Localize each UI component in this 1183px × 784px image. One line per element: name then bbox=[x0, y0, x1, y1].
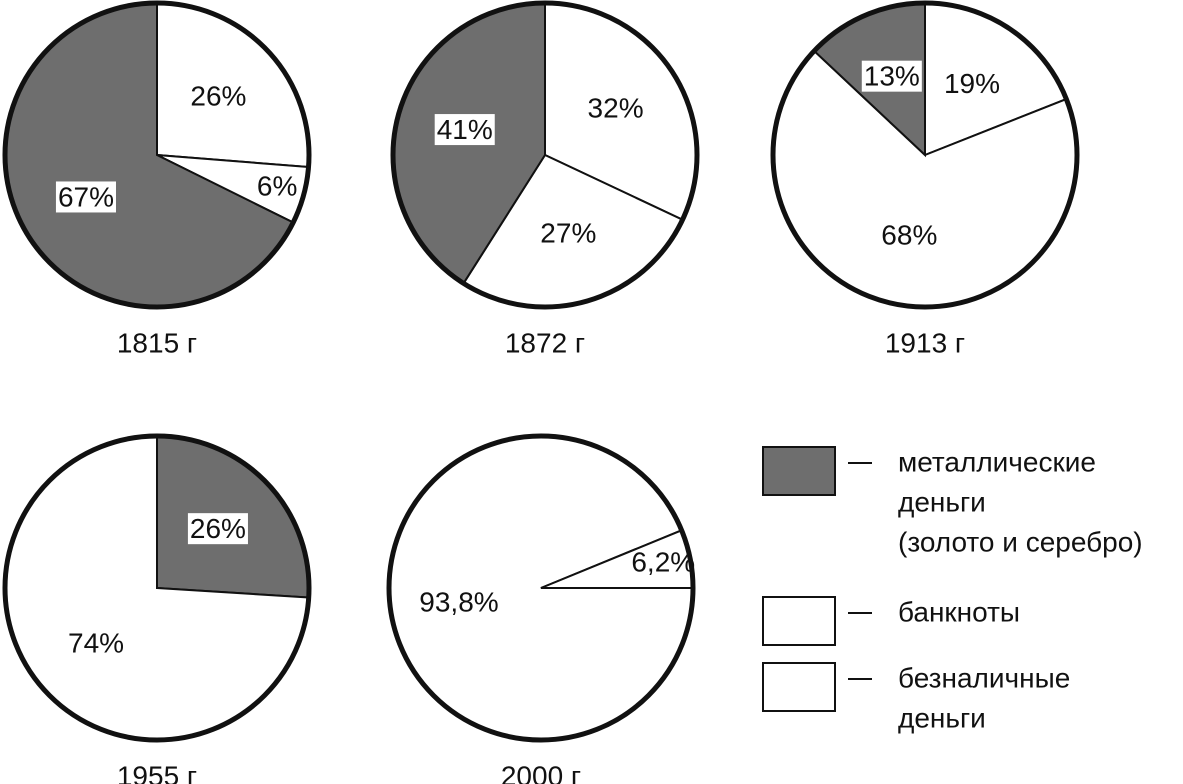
slice-label-group: 68% bbox=[881, 220, 937, 251]
chart-title: 1815 г bbox=[117, 327, 197, 358]
slice-label-group: 19% bbox=[944, 68, 1000, 99]
slice-label-group: 67% bbox=[55, 181, 116, 213]
slice-label-group: 74% bbox=[68, 628, 124, 659]
slice-label: 32% bbox=[588, 93, 644, 124]
label-background bbox=[434, 114, 495, 146]
label-background bbox=[861, 60, 922, 92]
legend-label: (золото и серебро) bbox=[898, 526, 1143, 557]
slice-label: 6,2% bbox=[631, 546, 695, 577]
legend-swatch bbox=[762, 662, 836, 712]
legend-label: металлические bbox=[898, 446, 1096, 477]
legend-label: деньги bbox=[898, 702, 986, 733]
slice-label: 27% bbox=[540, 218, 596, 249]
slice-label: 41% bbox=[437, 114, 493, 145]
slice-label-group: 26% bbox=[187, 513, 248, 545]
slice-label: 74% bbox=[68, 628, 124, 659]
slice-label-group: 6% bbox=[257, 171, 297, 202]
label-background bbox=[55, 181, 116, 213]
chart-title: 2000 г bbox=[501, 760, 581, 784]
chart-title: 1955 г bbox=[117, 760, 197, 784]
label-background bbox=[187, 513, 248, 545]
pie-outline bbox=[386, 433, 696, 743]
slice-label-group: 27% bbox=[540, 218, 596, 249]
pie-outline bbox=[770, 0, 1080, 310]
slice-label: 26% bbox=[190, 81, 246, 112]
legend-label: банкноты bbox=[898, 596, 1020, 627]
pie-outline bbox=[2, 0, 312, 310]
chart-title: 1872 г bbox=[505, 327, 585, 358]
slice-label-group: 93,8% bbox=[419, 587, 498, 618]
slice-label: 19% bbox=[944, 68, 1000, 99]
legend-label: деньги bbox=[898, 486, 986, 517]
slice-label: 67% bbox=[58, 181, 114, 212]
slice-label: 93,8% bbox=[419, 587, 498, 618]
legend-swatch bbox=[762, 596, 836, 646]
slice-label-group: 41% bbox=[434, 114, 495, 146]
slice-label: 68% bbox=[881, 220, 937, 251]
slice-label-group: 6,2% bbox=[631, 546, 695, 577]
slice-label: 13% bbox=[864, 61, 920, 92]
slice-label-group: 26% bbox=[190, 81, 246, 112]
legend-label: безналичные bbox=[898, 662, 1070, 693]
legend-swatch bbox=[762, 446, 836, 496]
slice-label: 6% bbox=[257, 171, 297, 202]
slice-label-group: 13% bbox=[861, 60, 922, 92]
pie-outline bbox=[2, 433, 312, 743]
slice-label: 26% bbox=[190, 513, 246, 544]
slice-label-group: 32% bbox=[588, 93, 644, 124]
pie-outline bbox=[390, 0, 700, 310]
chart-title: 1913 г bbox=[885, 327, 965, 358]
